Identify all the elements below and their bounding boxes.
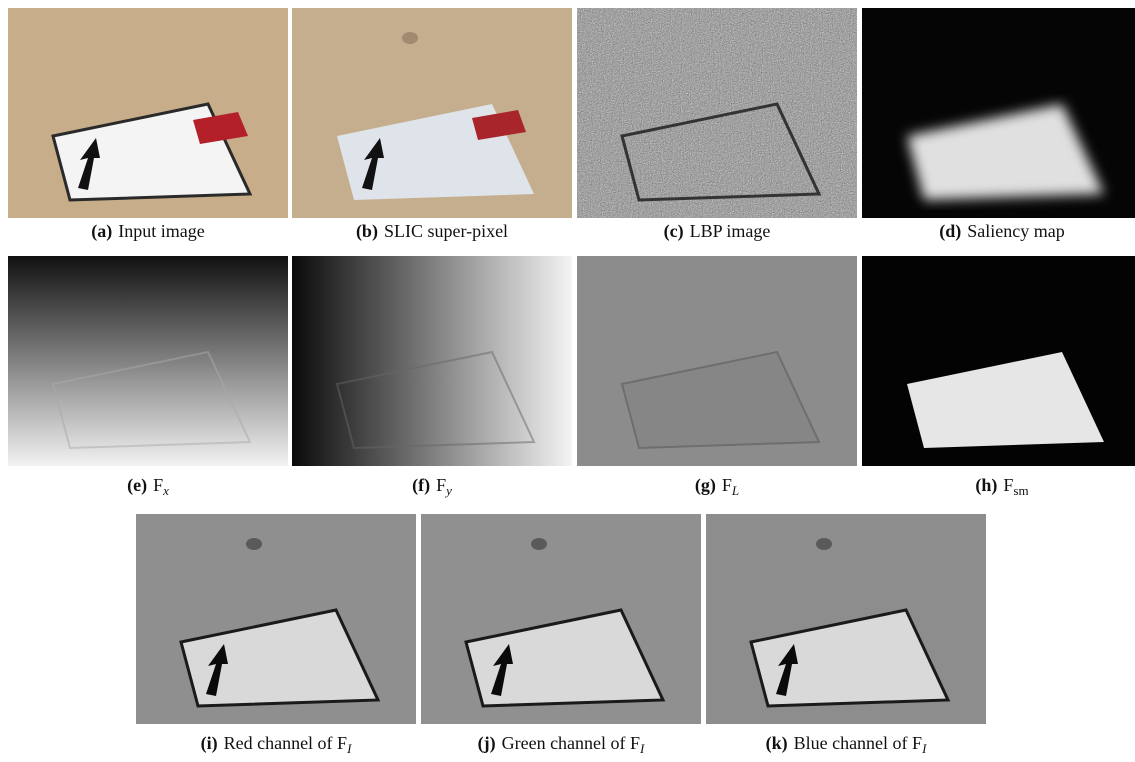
image-panel [292, 8, 572, 218]
caption-label: (e) [127, 475, 147, 496]
caption-label: (i) [201, 733, 218, 754]
caption-label: (f) [412, 475, 430, 496]
blot [531, 538, 547, 550]
caption: (g) FL [695, 475, 739, 498]
caption-text: Red channel of F [224, 733, 347, 753]
image-panel [577, 256, 857, 466]
caption-text: Blue channel of F [794, 733, 922, 753]
caption: (d) Saliency map [939, 221, 1064, 242]
image-panel [292, 256, 572, 466]
image-panel [136, 514, 416, 724]
caption: (k) Blue channel of FI [766, 733, 927, 756]
image-panel [862, 256, 1135, 466]
caption-label: (a) [91, 221, 112, 242]
caption: (f) Fy [412, 475, 452, 498]
blot [402, 32, 418, 44]
caption-label: (j) [478, 733, 496, 754]
image-panel [706, 514, 986, 724]
caption: (i) Red channel of FI [201, 733, 352, 756]
caption-text: F [722, 475, 732, 495]
caption: (b) SLIC super-pixel [356, 221, 508, 242]
blot [816, 538, 832, 550]
caption-label: (g) [695, 475, 716, 496]
caption-subscript: I [346, 741, 352, 756]
caption: (c) LBP image [664, 221, 771, 242]
caption: (e) Fx [127, 475, 169, 498]
caption-label: (c) [664, 221, 684, 242]
image-panel [421, 514, 701, 724]
image-panel [862, 8, 1135, 218]
caption-text: Input image [118, 221, 204, 241]
caption: (a) Input image [91, 221, 204, 242]
caption-subscript: L [731, 483, 739, 498]
figure: (a) Input image (b) SLIC super-pixel (c) LBP … [0, 0, 1135, 762]
caption-label: (b) [356, 221, 378, 242]
image-panel [8, 256, 288, 466]
caption-text: Saliency map [967, 221, 1064, 241]
caption-text: F [1003, 475, 1013, 495]
caption-subscript: I [921, 741, 927, 756]
caption-text: SLIC super-pixel [384, 221, 508, 241]
caption-text: F [436, 475, 446, 495]
caption-text: Green channel of F [502, 733, 640, 753]
image-panel [577, 8, 857, 218]
caption-label: (k) [766, 733, 788, 754]
caption-text: F [153, 475, 163, 495]
caption-subscript: x [162, 483, 169, 498]
caption: (j) Green channel of FI [478, 733, 645, 756]
caption-subscript: I [639, 741, 645, 756]
caption-label: (h) [975, 475, 997, 496]
caption-label: (d) [939, 221, 961, 242]
caption-subscript: sm [1013, 483, 1028, 498]
caption: (h) Fsm [975, 475, 1028, 498]
caption-subscript: y [444, 483, 452, 498]
caption-text: LBP image [690, 221, 771, 241]
blot [246, 538, 262, 550]
image-panel [8, 8, 288, 218]
